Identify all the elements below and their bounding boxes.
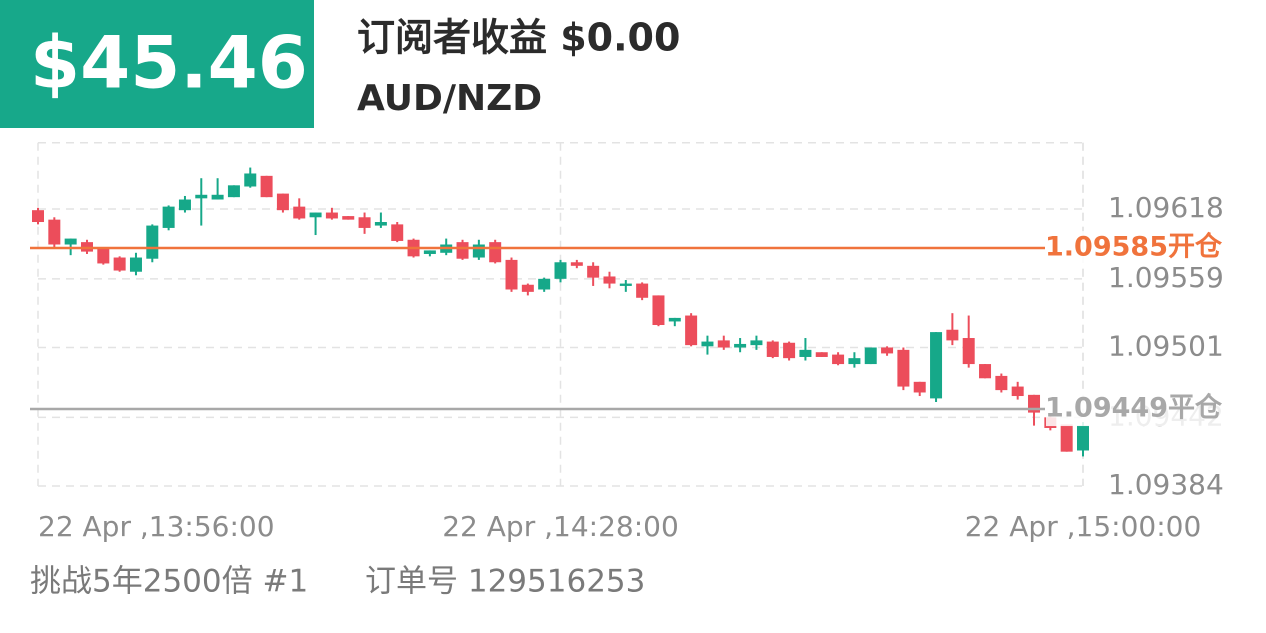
candle-body bbox=[717, 340, 730, 348]
candle-body bbox=[799, 349, 812, 357]
candle-body bbox=[668, 317, 681, 322]
candle-body bbox=[146, 225, 159, 259]
candle-body bbox=[358, 217, 371, 228]
candle-body bbox=[64, 238, 77, 245]
candle-body bbox=[783, 342, 796, 359]
candle-body bbox=[979, 364, 992, 379]
candle-body bbox=[374, 222, 387, 226]
x-tick-label: 22 Apr ,15:00:00 bbox=[965, 510, 1202, 543]
x-tick-label: 22 Apr ,13:56:00 bbox=[38, 510, 275, 543]
x-tick-label: 22 Apr ,14:28:00 bbox=[442, 510, 679, 543]
candle-body bbox=[456, 242, 469, 259]
candle-body bbox=[995, 375, 1008, 391]
candle-body bbox=[97, 248, 110, 264]
candle-body bbox=[505, 259, 518, 290]
candle-body bbox=[293, 206, 306, 219]
symbol: AUD/NZD bbox=[357, 78, 542, 119]
candle-body bbox=[750, 340, 763, 346]
candle-body bbox=[325, 212, 338, 219]
candle-body bbox=[489, 242, 502, 263]
y-tick-label: 1.09501 bbox=[1108, 329, 1224, 362]
candle-body bbox=[930, 332, 943, 399]
candle-body bbox=[848, 358, 861, 365]
challenge: 挑战5年2500倍 #1 bbox=[30, 564, 308, 600]
candle-body bbox=[897, 349, 910, 387]
candle-body bbox=[195, 194, 208, 199]
price-label: 1.09449平仓 bbox=[1045, 393, 1223, 424]
candle-body bbox=[342, 216, 355, 220]
candle-body bbox=[570, 262, 583, 266]
candle-body bbox=[701, 341, 714, 347]
candle-body bbox=[864, 347, 877, 365]
y-tick-label: 1.09559 bbox=[1108, 261, 1224, 294]
price-label-bg bbox=[1046, 392, 1226, 427]
price-label: 1.09585开仓 bbox=[1045, 232, 1223, 263]
candle-body bbox=[881, 347, 894, 354]
candle-body bbox=[423, 250, 436, 254]
candle-body bbox=[472, 244, 485, 258]
candle-body bbox=[1077, 425, 1089, 451]
candle-body bbox=[603, 276, 616, 284]
candle-body bbox=[391, 224, 404, 241]
candle-body bbox=[815, 352, 828, 357]
candle-body bbox=[636, 283, 649, 298]
candle-body bbox=[211, 194, 224, 200]
candle-body bbox=[554, 262, 567, 279]
candle-body bbox=[734, 343, 747, 348]
candle-body bbox=[32, 210, 44, 223]
candle-body bbox=[162, 206, 175, 228]
candle-body bbox=[962, 338, 975, 365]
profit-box bbox=[0, 0, 314, 128]
order-number: 订单号 129516253 bbox=[365, 564, 645, 600]
candle-body bbox=[685, 315, 698, 346]
candle-body bbox=[521, 284, 534, 292]
candle-body bbox=[1011, 386, 1024, 397]
candle-body bbox=[48, 219, 61, 245]
candle-body bbox=[260, 175, 273, 198]
candle-body bbox=[227, 185, 240, 198]
y-tick-label: 1.09384 bbox=[1108, 468, 1224, 501]
candle-body bbox=[276, 193, 289, 211]
profit: $45.46 bbox=[30, 21, 308, 105]
candle-body bbox=[538, 278, 551, 290]
candle-body bbox=[946, 329, 959, 341]
candle-body bbox=[619, 283, 632, 286]
candle-body bbox=[913, 381, 926, 393]
candle-body bbox=[178, 199, 191, 211]
candle-body bbox=[129, 257, 142, 272]
candle-body bbox=[832, 354, 845, 365]
price-label-bg bbox=[1046, 231, 1226, 266]
candle-body bbox=[113, 257, 126, 271]
y-tick-label: 1.09618 bbox=[1108, 191, 1224, 224]
candle-body bbox=[652, 295, 665, 326]
candle-body bbox=[309, 212, 322, 218]
candle-body bbox=[244, 173, 257, 187]
candle-body bbox=[1060, 424, 1073, 452]
subscriber-income: 订阅者收益 $0.00 bbox=[357, 16, 680, 60]
candle-body bbox=[587, 265, 600, 278]
candle-body bbox=[766, 341, 779, 357]
